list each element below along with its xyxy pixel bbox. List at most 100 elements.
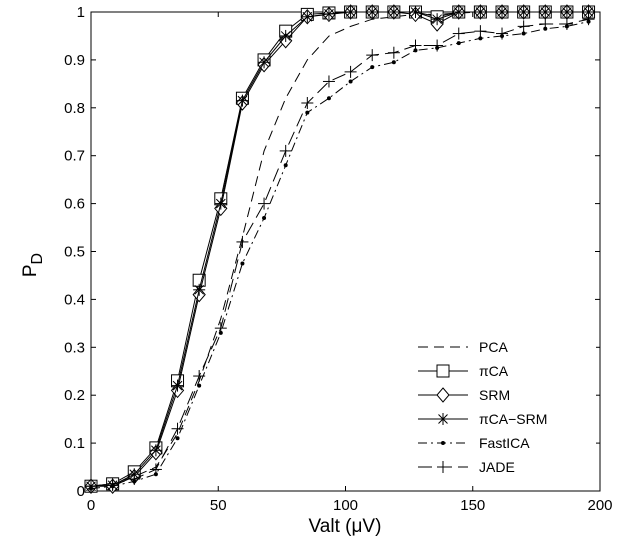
data-point xyxy=(106,477,119,490)
data-point xyxy=(301,10,314,23)
data-point xyxy=(539,17,552,30)
data-point xyxy=(149,463,162,476)
legend-entry: πCA xyxy=(418,363,509,379)
data-point xyxy=(171,379,184,392)
data-point xyxy=(214,322,227,335)
legend-label: JADE xyxy=(479,459,515,475)
data-point xyxy=(236,94,249,107)
data-point xyxy=(258,56,271,69)
data-point xyxy=(258,197,271,210)
data-point xyxy=(305,110,310,115)
axis-ticks: 0 50 100 150 200 0 0.1 0.2 0.3 0.4 0.5 0.6 0.7 0.8 0.9… xyxy=(64,4,612,514)
data-point xyxy=(560,17,573,30)
data-point xyxy=(387,46,400,59)
data-point xyxy=(437,413,449,425)
series-layer xyxy=(84,4,596,494)
series-line xyxy=(90,18,589,487)
data-point xyxy=(236,235,249,248)
data-point xyxy=(240,261,245,266)
y-tick-label: 0 xyxy=(77,483,85,500)
data-point xyxy=(344,6,357,18)
legend-entry: FastICA xyxy=(418,435,530,451)
x-tick-label: 150 xyxy=(460,497,485,514)
y-tick-label: 0.5 xyxy=(64,244,85,261)
y-tick-label: 0.2 xyxy=(64,387,85,404)
data-point xyxy=(409,6,422,18)
y-tick-label: 0.3 xyxy=(64,339,85,356)
data-point xyxy=(582,13,595,26)
legend-label: πCA xyxy=(479,363,509,379)
data-point xyxy=(344,65,357,78)
y-tick-label: 0.4 xyxy=(64,291,85,308)
data-point xyxy=(496,6,509,18)
legend-entry: πCA−SRM xyxy=(418,411,547,427)
y-tick-label: 0.1 xyxy=(64,435,85,452)
data-point xyxy=(370,65,375,70)
data-point xyxy=(436,364,450,378)
data-point xyxy=(431,39,444,52)
x-tick-label: 50 xyxy=(210,497,227,514)
data-point xyxy=(348,79,353,84)
x-tick-label: 0 xyxy=(87,497,95,514)
x-tick-label: 100 xyxy=(333,497,358,514)
data-point xyxy=(326,96,331,101)
legend-box xyxy=(410,331,596,477)
series-line xyxy=(90,11,589,487)
data-point xyxy=(197,383,202,388)
data-point xyxy=(539,6,552,18)
legend-entry: SRM xyxy=(418,387,510,403)
data-point xyxy=(322,75,335,88)
data-point xyxy=(171,422,184,435)
y-tick-label: 0.8 xyxy=(64,100,85,117)
y-axis-label: PD xyxy=(20,253,46,277)
data-point xyxy=(193,370,206,383)
data-point xyxy=(262,215,267,220)
y-tick-label: 1 xyxy=(77,4,85,21)
data-point xyxy=(175,436,180,441)
data-point xyxy=(517,20,530,33)
x-tick-label: 200 xyxy=(587,497,612,514)
series-4 xyxy=(89,19,591,491)
data-point xyxy=(441,441,445,445)
data-point xyxy=(496,27,509,40)
data-point xyxy=(474,25,487,38)
data-point xyxy=(279,144,292,157)
data-point xyxy=(85,480,97,493)
data-point xyxy=(409,39,422,52)
data-point xyxy=(128,473,141,486)
data-point xyxy=(391,60,396,65)
data-point xyxy=(517,6,530,18)
data-point xyxy=(452,27,465,40)
y-tick-label: 0.6 xyxy=(64,196,85,213)
legend-entry: JADE xyxy=(418,459,515,475)
legend: PCA πCA SRM πCA−SRM FastICA JADE xyxy=(410,331,596,477)
data-point xyxy=(322,7,335,20)
data-point xyxy=(474,6,487,18)
legend-label: FastICA xyxy=(479,435,530,451)
series-line xyxy=(90,21,589,490)
data-point xyxy=(436,387,450,403)
legend-label: PCA xyxy=(479,339,508,355)
data-point xyxy=(560,6,573,18)
data-point xyxy=(431,13,444,26)
y-axis-label-main: P xyxy=(20,264,41,277)
x-axis-label: Valt (μV) xyxy=(309,516,382,537)
data-point xyxy=(366,6,379,18)
data-point xyxy=(478,36,483,41)
data-point xyxy=(193,283,206,296)
legend-label: πCA−SRM xyxy=(479,411,547,427)
data-point xyxy=(283,163,288,168)
data-point xyxy=(301,97,314,110)
legend-entry: PCA xyxy=(418,339,508,355)
series-0 xyxy=(90,11,589,487)
data-point xyxy=(521,31,526,36)
data-point xyxy=(366,49,379,62)
data-point xyxy=(279,29,292,42)
series-5 xyxy=(85,13,595,493)
data-point xyxy=(456,41,461,46)
legend-label: SRM xyxy=(479,387,510,403)
data-point xyxy=(437,461,449,473)
data-point xyxy=(214,197,227,210)
data-point xyxy=(387,6,400,18)
